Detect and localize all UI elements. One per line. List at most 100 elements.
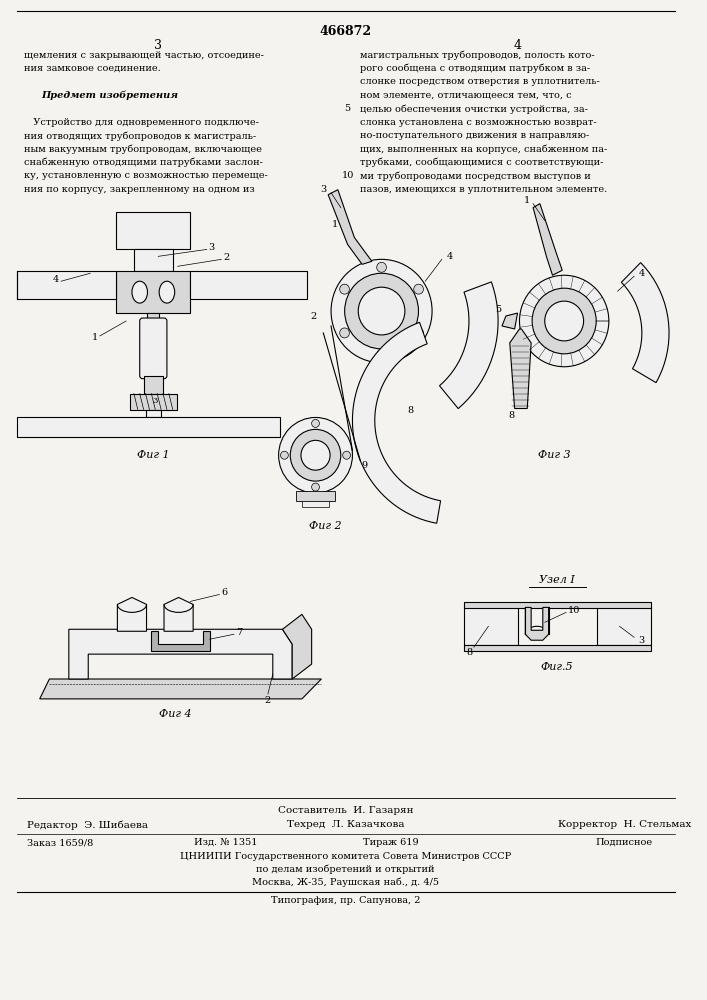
Text: по делам изобретений и открытий: по делам изобретений и открытий <box>257 865 435 874</box>
Polygon shape <box>440 282 498 409</box>
Text: 5: 5 <box>344 104 351 113</box>
Text: Фиг 3: Фиг 3 <box>538 450 571 460</box>
Text: 4: 4 <box>638 269 645 278</box>
Text: 4: 4 <box>513 39 522 52</box>
Polygon shape <box>352 322 440 523</box>
Polygon shape <box>502 313 518 329</box>
Polygon shape <box>328 190 372 264</box>
Text: Типография, пр. Сапунова, 2: Типография, пр. Сапунова, 2 <box>271 896 421 905</box>
Text: Подписное: Подписное <box>596 838 653 847</box>
Text: Техред  Л. Казачкова: Техред Л. Казачкова <box>287 820 404 829</box>
Polygon shape <box>69 629 292 679</box>
Bar <box>296 491 335 501</box>
Text: 3: 3 <box>154 39 162 52</box>
Text: рого сообщена с отводящим патрубком в за-: рого сообщена с отводящим патрубком в за… <box>360 64 590 73</box>
Text: Фиг.5: Фиг.5 <box>540 662 573 672</box>
Text: снабженную отводящими патрубками заслон-: снабженную отводящими патрубками заслон- <box>24 158 263 167</box>
Circle shape <box>301 440 330 470</box>
Text: 3: 3 <box>209 243 215 252</box>
Text: Редактор  Э. Шибаева: Редактор Э. Шибаева <box>27 820 148 830</box>
Bar <box>117 271 190 313</box>
Bar <box>117 212 190 249</box>
Polygon shape <box>533 204 562 275</box>
Polygon shape <box>151 631 210 651</box>
Text: ным вакуумным трубопроводам, включающее: ным вакуумным трубопроводам, включающее <box>24 144 262 154</box>
Circle shape <box>344 273 419 349</box>
Bar <box>144 376 163 394</box>
Circle shape <box>377 262 387 272</box>
Circle shape <box>358 287 405 335</box>
Text: слонке посредством отверстия в уплотнитель-: слонке посредством отверстия в уплотните… <box>360 77 600 86</box>
Polygon shape <box>283 614 312 679</box>
FancyBboxPatch shape <box>140 318 167 379</box>
Text: 8: 8 <box>508 411 515 420</box>
Circle shape <box>312 483 320 491</box>
Circle shape <box>291 429 341 481</box>
Polygon shape <box>40 679 322 699</box>
Text: ЦНИИПИ Государственного комитета Совета Министров СССР: ЦНИИПИ Государственного комитета Совета … <box>180 852 511 861</box>
Bar <box>464 602 650 608</box>
Text: Корректор  Н. Стельмах: Корректор Н. Стельмах <box>558 820 691 829</box>
Text: 1: 1 <box>92 333 98 342</box>
Text: Изд. № 1351: Изд. № 1351 <box>194 838 258 847</box>
Circle shape <box>414 328 423 338</box>
Circle shape <box>343 451 351 459</box>
Polygon shape <box>164 597 193 631</box>
Text: 2: 2 <box>265 696 271 705</box>
Text: 8: 8 <box>466 648 472 657</box>
Circle shape <box>312 419 320 427</box>
Polygon shape <box>525 607 549 640</box>
Bar <box>148 313 159 321</box>
Text: Москва, Ж-35, Раушская наб., д. 4/5: Москва, Ж-35, Раушская наб., д. 4/5 <box>252 878 439 887</box>
Polygon shape <box>510 329 531 409</box>
Text: 9: 9 <box>361 461 367 470</box>
Text: 3: 3 <box>153 397 158 405</box>
Text: ния отводящих трубопроводов к магистраль-: ния отводящих трубопроводов к магистраль… <box>24 131 256 141</box>
Text: щемления с закрывающей частью, отсоедине-: щемления с закрывающей частью, отсоедине… <box>24 51 264 60</box>
Circle shape <box>339 284 349 294</box>
Text: Фиг 4: Фиг 4 <box>159 709 192 719</box>
Text: 1: 1 <box>332 220 338 229</box>
Text: 3: 3 <box>638 636 645 645</box>
Text: трубками, сообщающимися с соответствующи-: трубками, сообщающимися с соответствующи… <box>360 158 604 167</box>
Text: 466872: 466872 <box>320 25 372 38</box>
Text: Узел I: Узел I <box>539 575 574 585</box>
Circle shape <box>331 259 432 363</box>
Polygon shape <box>621 263 669 383</box>
Text: 6: 6 <box>221 588 227 597</box>
Bar <box>597 607 650 645</box>
Text: 7: 7 <box>235 628 242 637</box>
Text: 2: 2 <box>310 312 317 321</box>
Circle shape <box>544 301 583 341</box>
Bar <box>134 249 173 271</box>
Text: Предмет изобретения: Предмет изобретения <box>42 91 179 100</box>
Circle shape <box>520 275 609 367</box>
Text: Фиг 2: Фиг 2 <box>309 521 341 531</box>
Text: ку, установленную с возможностью перемеще-: ку, установленную с возможностью перемещ… <box>24 171 268 180</box>
Text: Составитель  И. Газарян: Составитель И. Газарян <box>278 806 414 815</box>
Text: Заказ 1659/8: Заказ 1659/8 <box>27 838 93 847</box>
Text: 3: 3 <box>320 185 327 194</box>
Text: но-поступательного движения в направляю-: но-поступательного движения в направляю- <box>360 131 590 140</box>
Text: Фиг 1: Фиг 1 <box>137 450 170 460</box>
Text: щих, выполненных на корпусе, снабженном па-: щих, выполненных на корпусе, снабженном … <box>360 144 607 154</box>
Text: 4: 4 <box>446 252 452 261</box>
Ellipse shape <box>132 281 148 303</box>
Text: 4: 4 <box>53 275 59 284</box>
Text: целью обеспечения очистки устройства, за-: целью обеспечения очистки устройства, за… <box>360 104 588 114</box>
Text: 8: 8 <box>408 406 414 415</box>
Circle shape <box>532 288 596 354</box>
Bar <box>190 271 307 299</box>
Text: ном элементе, отличающееся тем, что, с: ном элементе, отличающееся тем, что, с <box>360 91 572 100</box>
Bar <box>464 607 518 645</box>
Text: 10: 10 <box>341 171 354 180</box>
Text: магистральных трубопроводов, полость кото-: магистральных трубопроводов, полость кот… <box>360 51 595 60</box>
Text: Тираж 619: Тираж 619 <box>363 838 419 847</box>
Polygon shape <box>117 597 146 631</box>
Bar <box>146 410 161 417</box>
Bar <box>464 645 650 651</box>
Text: Устройство для одновременного подключе-: Устройство для одновременного подключе- <box>24 118 259 127</box>
Bar <box>130 394 177 410</box>
Circle shape <box>281 451 288 459</box>
Text: ния по корпусу, закрепленному на одном из: ния по корпусу, закрепленному на одном и… <box>24 185 255 194</box>
